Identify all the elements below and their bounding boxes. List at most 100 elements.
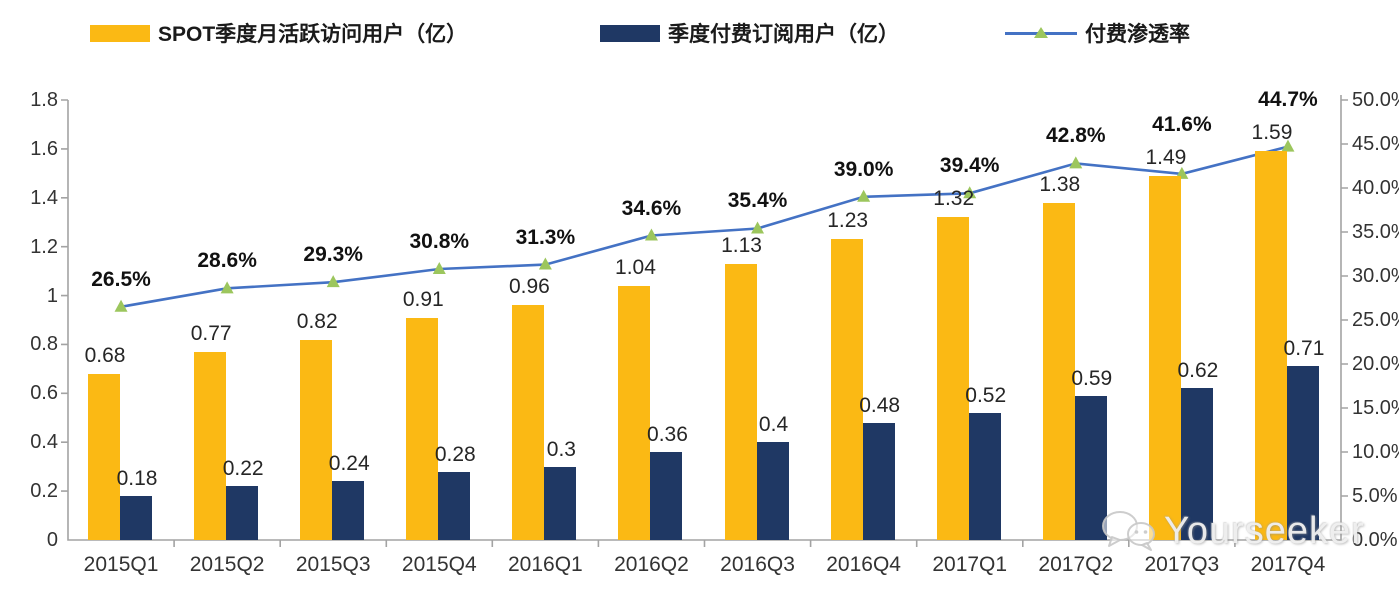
subs-value-label: 0.18 <box>116 467 158 490</box>
mau-value-label: 1.23 <box>827 209 869 233</box>
subs-value-label: 0.22 <box>222 457 264 481</box>
left-axis-label: 0.2 <box>30 480 58 503</box>
penetration-marker <box>644 228 658 241</box>
subs-bar <box>332 481 365 540</box>
subs-value-label: 0.24 <box>328 452 370 476</box>
right-axis-label: 50.0% <box>1352 89 1399 111</box>
mau-bar <box>512 305 545 540</box>
mau-value-label: 0.68 <box>84 343 126 367</box>
subs-value-label: 0.59 <box>1071 366 1113 390</box>
mau-value-label: 1.13 <box>721 233 762 257</box>
mau-value-label: 1.38 <box>1039 172 1081 196</box>
subs-bar <box>1180 388 1213 540</box>
penetration-marker <box>114 299 128 312</box>
penetration-value-label: 39.0% <box>833 157 894 181</box>
penetration-value-label: 39.4% <box>939 154 1000 178</box>
right-axis-label: 30.0% <box>1352 265 1399 287</box>
subs-bar <box>1074 395 1107 540</box>
x-axis-label: 2016Q1 <box>508 553 583 576</box>
right-axis-label: 15.0% <box>1352 397 1399 419</box>
penetration-value-label: 30.8% <box>409 229 470 253</box>
mau-bar <box>724 263 757 540</box>
x-axis-label: 2015Q3 <box>295 553 371 576</box>
right-axis-label: 20.0% <box>1352 353 1399 375</box>
mau-value-label: 1.59 <box>1251 121 1293 145</box>
right-axis-label: 45.0% <box>1352 133 1399 155</box>
subs-legend-label: 季度付费订阅用户（亿） <box>668 23 899 46</box>
x-axis-label: 2017Q1 <box>932 553 1008 576</box>
penetration-value-label: 26.5% <box>91 267 151 291</box>
penetration-line <box>120 145 1289 309</box>
subs-bar <box>650 452 683 540</box>
penetration-value-label: 28.6% <box>197 249 257 273</box>
subs-bar <box>862 422 895 540</box>
x-axis-label: 2016Q4 <box>826 553 901 576</box>
mau-value-label: 0.82 <box>296 309 338 333</box>
left-axis-label: 1.6 <box>30 137 58 160</box>
x-axis-label: 2015Q1 <box>83 553 159 576</box>
mau-bar <box>300 339 333 540</box>
x-axis-label: 2017Q3 <box>1144 553 1220 576</box>
subs-bar <box>1286 366 1319 540</box>
right-axis-label: 25.0% <box>1352 309 1399 331</box>
mau-bar <box>1254 151 1287 540</box>
mau-bar <box>1042 202 1075 540</box>
right-axis-label: 0.0% <box>1352 529 1398 551</box>
left-axis-label: 1.8 <box>30 89 58 111</box>
penetration-value-label: 34.6% <box>621 196 682 220</box>
penetration-value-label: 41.6% <box>1152 112 1212 136</box>
mau-bar <box>88 373 121 540</box>
left-axis-label: 0.6 <box>30 382 58 405</box>
mau-value-label: 0.91 <box>402 287 444 311</box>
left-axis-label: 0.8 <box>30 333 58 356</box>
subs-value-label: 0.28 <box>434 442 476 466</box>
penetration-value-label: 35.4% <box>727 189 788 213</box>
mau-bar <box>194 351 227 540</box>
penetration-marker <box>432 261 446 274</box>
subs-value-label: 0.62 <box>1177 359 1219 383</box>
mau-value-label: 1.49 <box>1145 145 1187 169</box>
left-axis-label: 1.4 <box>30 186 58 209</box>
x-axis-label: 2017Q2 <box>1038 553 1114 576</box>
x-axis-label: 2017Q4 <box>1250 553 1326 576</box>
legend-item-subs: 季度付费订阅用户（亿） <box>600 18 899 48</box>
mau-bar <box>1148 175 1181 540</box>
x-axis-label: 2016Q2 <box>614 553 689 576</box>
subs-bar <box>968 412 1001 540</box>
subs-bar <box>226 486 259 540</box>
subs-value-label: 0.4 <box>758 413 789 437</box>
mau-legend-label: SPOT季度月活跃访问用户（亿） <box>158 23 468 46</box>
triangle-marker-icon <box>1034 26 1048 38</box>
subs-bar <box>438 471 471 540</box>
penetration-value-label: 31.3% <box>515 225 576 249</box>
penetration-value-label: 29.3% <box>303 243 363 267</box>
penetration-marker <box>1069 156 1083 169</box>
mau-legend-swatch <box>90 24 150 42</box>
mau-bar <box>830 239 863 540</box>
penetration-legend-marker <box>1005 25 1077 42</box>
subs-legend-swatch <box>600 24 660 42</box>
mau-bar <box>406 317 439 540</box>
right-axis-label: 35.0% <box>1352 221 1399 243</box>
left-axis-label: 1 <box>46 284 58 307</box>
subs-bar <box>544 466 577 540</box>
penetration-value-label: 44.7% <box>1258 88 1318 112</box>
penetration-legend-label: 付费渗透率 <box>1085 23 1190 46</box>
mau-bar <box>936 217 969 540</box>
penetration-marker <box>857 189 871 202</box>
x-axis-label: 2016Q3 <box>720 553 795 576</box>
x-axis-label: 2015Q2 <box>189 553 265 576</box>
subs-value-label: 0.36 <box>647 423 688 446</box>
subs-value-label: 0.71 <box>1283 337 1325 361</box>
penetration-marker <box>326 275 340 288</box>
mau-value-label: 1.32 <box>933 187 975 211</box>
left-axis-label: 0.4 <box>30 431 58 454</box>
left-axis-label: 1.2 <box>30 235 58 258</box>
mau-value-label: 0.77 <box>190 321 232 345</box>
subs-value-label: 0.48 <box>859 393 901 417</box>
penetration-marker <box>1281 139 1295 152</box>
mau-bar <box>618 285 651 540</box>
legend-item-mau: SPOT季度月活跃访问用户（亿） <box>90 18 467 48</box>
